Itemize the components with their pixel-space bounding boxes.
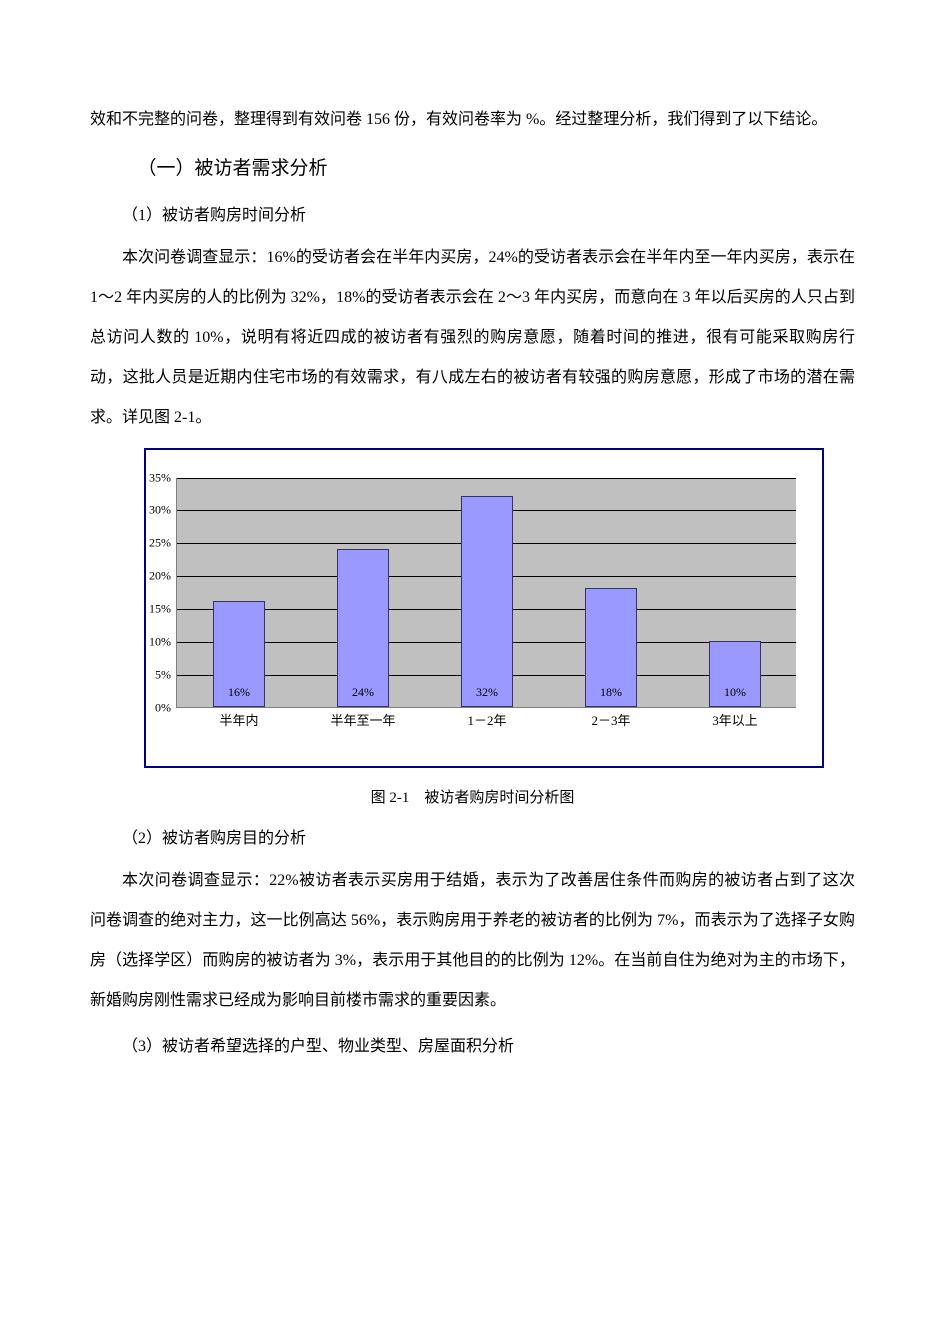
chart-bar-value-label: 18% bbox=[586, 685, 636, 700]
chart-bar: 32% bbox=[461, 496, 513, 706]
chart-xtick-label: 2－3年 bbox=[549, 710, 673, 729]
chart-ytick-label: 20% bbox=[139, 569, 171, 584]
section-1-heading: （一）被访者需求分析 bbox=[90, 146, 855, 192]
chart-xtick-label: 半年内 bbox=[177, 710, 301, 729]
chart-ytick-label: 30% bbox=[139, 503, 171, 518]
chart-bar: 16% bbox=[213, 601, 265, 706]
subsection-2-body: 本次问卷调查显示：22%被访者表示买房用于结婚，表示为了改善居住条件而购房的被访… bbox=[90, 861, 855, 1021]
chart-ytick-label: 25% bbox=[139, 536, 171, 551]
chart-bar-value-label: 24% bbox=[338, 685, 388, 700]
chart-bar: 10% bbox=[709, 641, 761, 707]
subsection-3-heading: （3）被访者希望选择的户型、物业类型、房屋面积分析 bbox=[90, 1027, 855, 1067]
chart-xtick-label: 3年以上 bbox=[673, 710, 797, 729]
chart-ytick-label: 10% bbox=[139, 634, 171, 649]
chart-bar-value-label: 16% bbox=[214, 685, 264, 700]
chart-container: 0%5%10%15%20%25%30%35%16%半年内24%半年至一年32%1… bbox=[144, 448, 824, 768]
chart-bar-value-label: 32% bbox=[462, 685, 512, 700]
chart-ytick-label: 5% bbox=[139, 667, 171, 682]
intro-paragraph: 效和不完整的问卷，整理得到有效问卷 156 份，有效问卷率为 %。经过整理分析，… bbox=[90, 100, 855, 140]
chart-bar: 24% bbox=[337, 549, 389, 707]
chart-caption: 图 2-1 被访者购房时间分析图 bbox=[90, 786, 855, 807]
chart-plot-area: 0%5%10%15%20%25%30%35%16%半年内24%半年至一年32%1… bbox=[176, 478, 796, 708]
subsection-2-heading: （2）被访者购房目的分析 bbox=[90, 819, 855, 859]
chart-gridline bbox=[177, 478, 796, 479]
chart-ytick-label: 35% bbox=[139, 470, 171, 485]
chart-xtick-label: 1－2年 bbox=[425, 710, 549, 729]
subsection-1-heading: （1）被访者购房时间分析 bbox=[90, 196, 855, 236]
chart-ytick-label: 15% bbox=[139, 602, 171, 617]
chart-ytick-label: 0% bbox=[139, 700, 171, 715]
chart-xtick-label: 半年至一年 bbox=[301, 710, 425, 729]
chart-figure-2-1: 0%5%10%15%20%25%30%35%16%半年内24%半年至一年32%1… bbox=[144, 448, 855, 768]
subsection-1-body: 本次问卷调查显示：16%的受访者会在半年内买房，24%的受访者表示会在半年内至一… bbox=[90, 238, 855, 438]
chart-bar: 18% bbox=[585, 588, 637, 706]
chart-bar-value-label: 10% bbox=[710, 685, 760, 700]
